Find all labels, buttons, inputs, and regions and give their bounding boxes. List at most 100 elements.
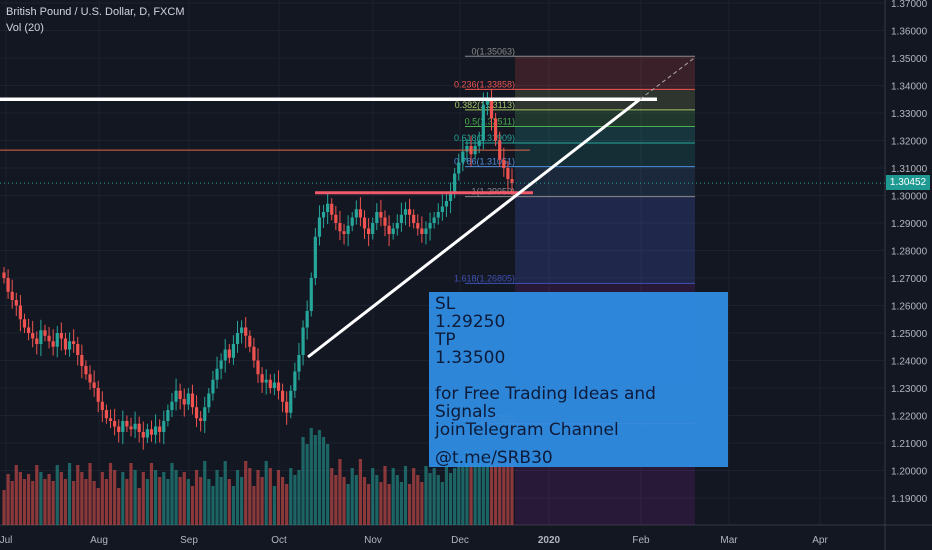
- volume-bar: [481, 467, 485, 525]
- volume-bar: [182, 472, 186, 525]
- volume-bar: [203, 461, 207, 525]
- x-tick-label: Feb: [632, 535, 650, 546]
- volume-bar: [162, 472, 166, 525]
- candle-body: [428, 223, 432, 229]
- y-tick-label: 1.23000: [891, 384, 928, 395]
- volume-bar: [469, 458, 473, 525]
- volume-bar: [227, 479, 231, 525]
- y-tick-label: 1.28000: [891, 247, 928, 258]
- volume-bar: [362, 477, 367, 525]
- candle-body: [424, 228, 428, 234]
- volume-bar: [63, 479, 68, 525]
- candle-body: [350, 217, 354, 226]
- candle-body: [412, 214, 416, 223]
- volume-bar: [387, 484, 391, 525]
- candle-body: [104, 410, 109, 419]
- volume-bar: [72, 481, 76, 525]
- candle-body: [199, 418, 203, 421]
- volume-bar: [31, 481, 35, 525]
- symbol-title: British Pound / U.S. Dollar, D, FXCM: [6, 6, 185, 18]
- volume-bar: [473, 465, 477, 525]
- candle-body: [338, 223, 342, 232]
- y-tick-label: 1.32000: [891, 137, 928, 148]
- volume-bar: [55, 465, 59, 525]
- candle-body: [190, 393, 195, 408]
- trendline-extension: [639, 57, 696, 100]
- volume-bar: [268, 468, 272, 525]
- volume-bar: [485, 451, 490, 525]
- y-tick-label: 1.21000: [891, 439, 928, 450]
- candle-body: [432, 217, 436, 223]
- volume-bar: [309, 428, 313, 525]
- candle-body: [485, 99, 490, 105]
- candle-body: [108, 418, 113, 421]
- candle-body: [55, 333, 59, 347]
- candle-body: [194, 407, 199, 419]
- candle-body: [211, 379, 215, 394]
- y-tick-label: 1.36000: [891, 27, 928, 38]
- candle-body: [502, 159, 506, 168]
- chart-legend: British Pound / U.S. Dollar, D, FXCM Vol…: [6, 4, 185, 36]
- candle-body: [43, 330, 47, 336]
- volume-bar: [186, 479, 190, 525]
- volume-bar: [285, 484, 289, 525]
- fib-zone: [515, 126, 695, 144]
- fib-level-label: 1.618(1.26805): [454, 273, 515, 283]
- fib-level-label: 0(1.35063): [471, 46, 515, 56]
- candle-body: [313, 236, 317, 278]
- candle-body: [2, 272, 6, 278]
- volume-indicator-label[interactable]: Vol (20): [6, 22, 44, 34]
- volume-bar: [244, 461, 248, 525]
- candle-body: [268, 379, 272, 388]
- candle-body: [248, 335, 252, 347]
- volume-bar: [313, 435, 317, 525]
- volume-bar: [440, 482, 444, 525]
- volume-bar: [215, 470, 219, 525]
- volume-bar: [330, 468, 334, 525]
- volume-bar: [256, 470, 260, 525]
- volume-bar: [453, 468, 457, 525]
- candle-body: [129, 426, 133, 430]
- candle-body: [354, 209, 358, 218]
- volume-bar: [448, 473, 453, 525]
- candle-body: [494, 118, 498, 141]
- candle-body: [121, 421, 125, 432]
- candle-body: [383, 217, 387, 226]
- volume-bar: [80, 472, 84, 525]
- candle-body: [51, 341, 55, 347]
- fib-zone: [515, 196, 695, 284]
- volume-bar: [14, 465, 18, 525]
- volume-bar: [399, 482, 403, 525]
- fib-zone: [515, 143, 695, 167]
- candle-body: [481, 104, 485, 141]
- candle-body: [342, 231, 346, 234]
- volume-bar: [145, 479, 149, 525]
- tp-label: TP: [435, 330, 456, 350]
- fib-zone: [515, 166, 695, 197]
- candle-body: [6, 278, 10, 292]
- volume-bar: [338, 459, 342, 525]
- sl-label: SL: [435, 294, 456, 314]
- candle-body: [289, 390, 293, 413]
- candle-body: [166, 410, 170, 421]
- volume-bar: [35, 465, 39, 525]
- volume-bar: [207, 479, 211, 525]
- telegram-link[interactable]: @t.me/SRB30: [435, 448, 553, 468]
- candle-body: [395, 223, 399, 229]
- candle-body: [67, 341, 72, 350]
- candle-body: [453, 173, 457, 193]
- volume-bar: [416, 475, 420, 525]
- candle-body: [407, 209, 412, 215]
- volume-bar: [444, 466, 449, 525]
- candle-body: [76, 344, 80, 355]
- volume-bar: [231, 486, 236, 525]
- volume-bar: [211, 486, 215, 525]
- volume-bar: [407, 484, 412, 525]
- fib-level-label: 0.5(1.32511): [465, 116, 515, 126]
- candle-body: [362, 217, 367, 229]
- volume-bar: [293, 475, 297, 525]
- candle-body: [317, 217, 322, 237]
- volume-bar: [248, 468, 252, 525]
- volume-bar: [280, 477, 285, 525]
- candle-body: [10, 291, 14, 300]
